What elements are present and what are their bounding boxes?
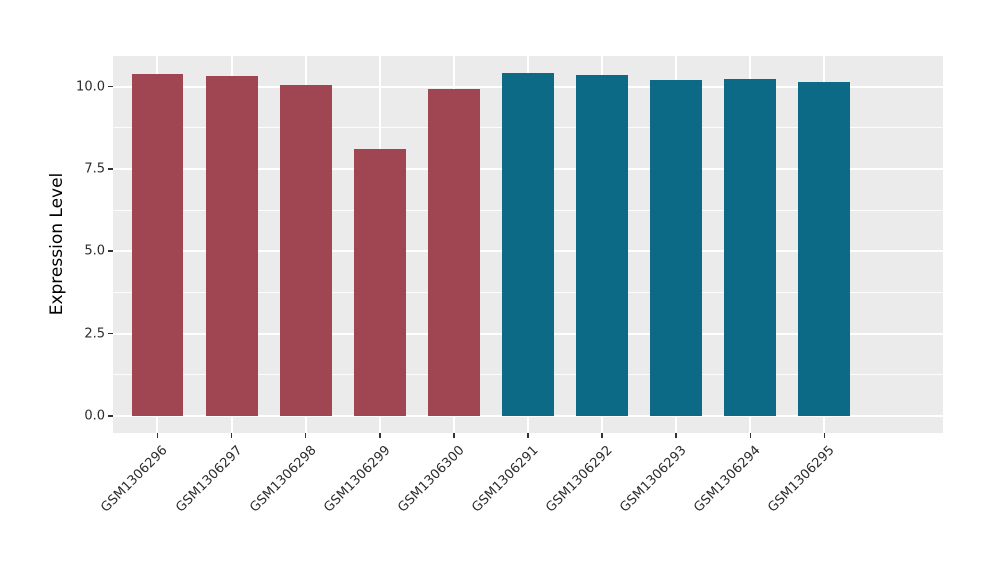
y-tick-mark-2.5 <box>108 332 113 335</box>
x-tick-label: GSM1306297 <box>172 443 246 516</box>
bar-GSM1306295 <box>798 81 851 416</box>
y-tick-mark-7.5 <box>108 168 113 170</box>
x-tick-mark-GSM1306296 <box>156 433 159 438</box>
x-tick-label: GSM1306298 <box>246 443 320 516</box>
x-tick-mark-GSM1306294 <box>749 433 752 438</box>
gridline-y-0 <box>113 414 943 417</box>
x-tick-label: GSM1306292 <box>543 443 616 516</box>
y-tick-label: 2.5 <box>84 326 105 342</box>
bar-GSM1306299 <box>353 149 406 416</box>
x-tick-mark-GSM1306300 <box>453 433 455 438</box>
bar-GSM1306291 <box>502 73 554 416</box>
x-tick-mark-GSM1306293 <box>675 433 677 438</box>
x-tick-mark-GSM1306299 <box>379 433 381 438</box>
x-tick-label: GSM1306296 <box>98 443 172 516</box>
x-tick-mark-GSM1306298 <box>304 433 307 438</box>
bar-GSM1306294 <box>724 78 777 416</box>
y-tick-label: 7.5 <box>84 161 105 177</box>
y-axis-title: Expression Level <box>47 172 67 316</box>
y-tick-label: 10.0 <box>76 79 105 95</box>
y-tick-mark-0 <box>108 415 113 417</box>
x-tick-mark-GSM1306295 <box>823 433 826 438</box>
x-tick-mark-GSM1306291 <box>527 433 529 438</box>
bar-GSM1306292 <box>576 75 629 416</box>
x-tick-label: GSM1306294 <box>691 443 764 516</box>
y-tick-label: 0.0 <box>84 408 105 424</box>
bar-GSM1306296 <box>131 74 184 416</box>
x-tick-label: GSM1306293 <box>617 443 690 516</box>
x-tick-label: GSM1306300 <box>395 443 468 516</box>
bar-GSM1306297 <box>205 76 258 416</box>
y-tick-label: 5.0 <box>84 243 105 259</box>
bar-GSM1306300 <box>427 88 480 416</box>
y-tick-mark-10 <box>108 85 113 88</box>
x-tick-label: GSM1306291 <box>469 443 542 516</box>
bar-GSM1306293 <box>650 80 703 416</box>
bar-GSM1306298 <box>279 84 332 416</box>
x-tick-label: GSM1306299 <box>320 443 394 516</box>
x-tick-label: GSM1306295 <box>765 443 839 516</box>
x-tick-mark-GSM1306297 <box>230 433 233 438</box>
x-tick-mark-GSM1306292 <box>601 433 603 438</box>
y-tick-mark-5 <box>108 250 113 252</box>
plot-panel <box>113 56 943 433</box>
